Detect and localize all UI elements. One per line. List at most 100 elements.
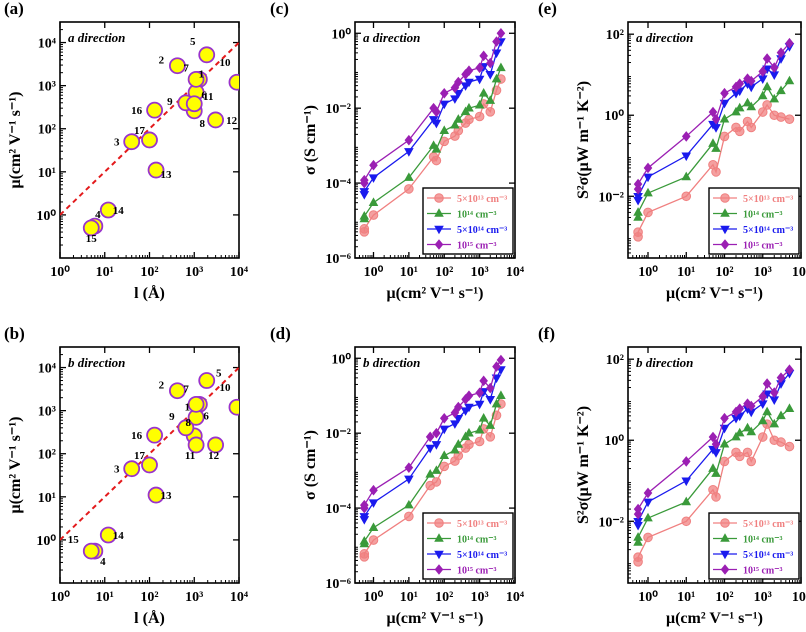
data-point (439, 412, 449, 424)
data-point (762, 378, 772, 389)
y-tick-label: 10⁻² (598, 515, 624, 530)
data-point (769, 396, 780, 406)
point-label: 9 (167, 96, 173, 108)
plot-frame (354, 346, 516, 584)
data-point (360, 174, 369, 186)
y-axis-label: σ (S cm⁻¹) (302, 105, 319, 175)
x-tick-label: 10⁰ (364, 265, 384, 280)
y-tick-label: 10⁰ (36, 209, 56, 224)
data-point (491, 73, 502, 83)
data-point (720, 208, 730, 217)
panel-label: (e) (538, 0, 557, 18)
data-point (207, 436, 225, 454)
data-point (742, 447, 753, 458)
data-point (431, 477, 442, 487)
data-point (485, 107, 496, 117)
data-point (439, 450, 450, 460)
panel-a: (a) 10⁰ 10¹ 10² 10³ 10⁴ 10⁰ 10¹ 10² 10³ 10⁴ l (Å) μ(… (4, 0, 249, 302)
data-point (785, 37, 794, 49)
data-point (147, 161, 165, 179)
data-point (720, 564, 730, 575)
data-point (758, 391, 768, 402)
data-point (757, 107, 768, 117)
data-point (784, 114, 795, 124)
direction-annotation: a direction (68, 30, 125, 45)
data-point (776, 47, 786, 58)
point-label: 4 (100, 556, 106, 568)
panel-label: (c) (270, 0, 289, 18)
data-point (425, 444, 435, 454)
data-point (633, 537, 643, 546)
data-point (776, 437, 786, 447)
data-point (359, 210, 370, 220)
point-label: 5 (190, 36, 196, 48)
x-axis-label: l (Å) (134, 609, 165, 627)
data-point (368, 210, 379, 220)
data-point (769, 418, 780, 428)
point-label: 5 (216, 368, 222, 380)
legend: 5×10¹³ cm⁻³ 10¹⁴ cm⁻³ 5×10¹⁴ cm⁻³ 10¹⁵ cm⁻³ (422, 512, 514, 580)
data-point (198, 372, 216, 389)
data-point (776, 372, 786, 383)
y-tick-label: 10² (38, 123, 56, 138)
data-point (450, 444, 460, 454)
point-label: 7 (183, 62, 189, 74)
data-point (496, 390, 506, 400)
data-point (450, 119, 460, 129)
legend-entry: 5×10¹³ cm⁻³ (743, 194, 793, 205)
y-tick-label: 10⁻⁴ (325, 502, 351, 517)
data-point (464, 114, 474, 125)
point-label: 2 (159, 55, 165, 67)
data-point (187, 70, 205, 88)
data-point (746, 408, 757, 418)
data-point (453, 114, 464, 123)
data-point (711, 143, 721, 152)
data-point (434, 225, 444, 235)
data-point (450, 420, 460, 429)
data-point (633, 532, 643, 541)
data-point (168, 57, 186, 75)
point-label: 16 (131, 430, 143, 442)
x-tick-label: 10² (140, 590, 158, 605)
data-point (431, 143, 442, 153)
direction-annotation: b direction (68, 355, 125, 370)
data-point (404, 148, 414, 157)
y-tick-label: 10⁻⁶ (325, 252, 351, 267)
data-point (368, 499, 379, 508)
data-point (681, 477, 692, 487)
data-point (720, 239, 730, 250)
y-tick-label: 10⁰ (331, 352, 351, 367)
x-axis-label: μ(cm² V⁻¹ s⁻¹) (387, 285, 484, 302)
point-label: 6 (201, 89, 207, 101)
data-point (359, 549, 370, 559)
point-label: 8 (200, 118, 206, 130)
data-point (784, 441, 795, 452)
data-point (82, 542, 100, 560)
x-tick-label: 10² (715, 590, 733, 605)
x-axis-label: μ(cm² V⁻¹ s⁻¹) (387, 610, 484, 627)
data-point (720, 533, 730, 542)
y-axis-label: S²σ(μW m⁻¹ K⁻²) (575, 406, 592, 524)
data-point (187, 395, 205, 413)
data-point (474, 436, 485, 447)
data-point (432, 427, 441, 439)
data-point (464, 439, 474, 450)
legend-entry: 10¹⁵ cm⁻³ (743, 566, 783, 577)
data-point (464, 403, 474, 413)
data-point (762, 406, 772, 416)
x-tick-label: 10¹ (677, 590, 695, 605)
data-point (450, 95, 460, 104)
x-tick-label: 10¹ (677, 265, 695, 280)
legend-entry: 5×10¹³ cm⁻³ (457, 194, 507, 205)
plot-area (633, 37, 795, 242)
x-tick-label: 10⁴ (230, 590, 249, 605)
data-point (719, 131, 730, 142)
point-label: 6 (203, 410, 209, 422)
data-point (432, 106, 441, 118)
data-point (434, 193, 444, 203)
data-point (404, 499, 414, 509)
data-point (711, 124, 721, 133)
plot-area (359, 27, 506, 237)
data-point (464, 427, 474, 437)
